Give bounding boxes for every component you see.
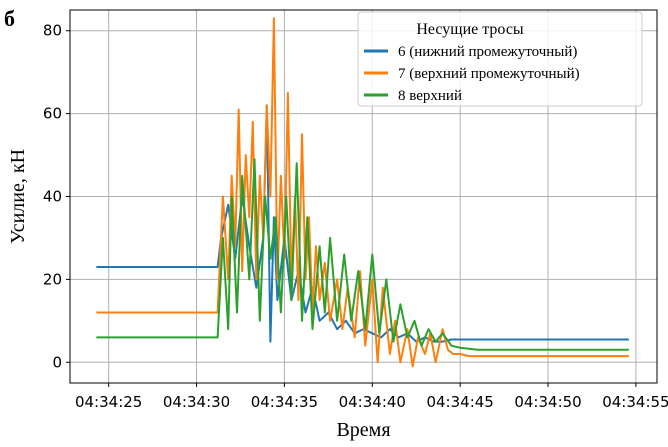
legend-title: Несущие тросы bbox=[416, 21, 524, 38]
x-axis-label: Время bbox=[336, 419, 390, 441]
x-tick-label: 04:34:50 bbox=[514, 393, 581, 411]
y-tick-label: 60 bbox=[43, 105, 62, 123]
x-tick-label: 04:34:40 bbox=[339, 393, 406, 411]
legend-box bbox=[357, 11, 643, 107]
y-tick-label: 20 bbox=[43, 270, 62, 288]
plot-lines bbox=[96, 17, 629, 368]
legend-entry-label: 6 (нижний промежуточный) bbox=[398, 44, 577, 60]
x-tick-label: 04:34:30 bbox=[163, 393, 230, 411]
x-tick-label: 04:34:25 bbox=[75, 393, 142, 411]
y-tick-label: 80 bbox=[43, 22, 62, 40]
axis-ticks: 04:34:25 04:34:30 04:34:35 04:34:40 04:34:45… bbox=[43, 22, 668, 411]
legend-entry-label: 7 (верхний промежуточный) bbox=[398, 66, 580, 82]
y-axis-label: Усилие, кН bbox=[7, 149, 29, 244]
legend-entry-label: 8 верхний bbox=[398, 88, 462, 104]
series-line-3 bbox=[96, 158, 629, 351]
legend-entries: 6 (нижний промежуточный) 7 (верхний проме… bbox=[364, 44, 580, 104]
y-tick-label: 40 bbox=[43, 188, 62, 206]
y-tick-label: 0 bbox=[52, 353, 62, 371]
x-tick-label: 04:34:45 bbox=[426, 393, 493, 411]
x-tick-label: 04:34:55 bbox=[602, 393, 668, 411]
x-tick-label: 04:34:35 bbox=[251, 393, 318, 411]
legend: Несущие тросы 6 (нижний промежуточный) 7 … bbox=[357, 11, 643, 107]
panel-letter: б bbox=[4, 6, 15, 31]
